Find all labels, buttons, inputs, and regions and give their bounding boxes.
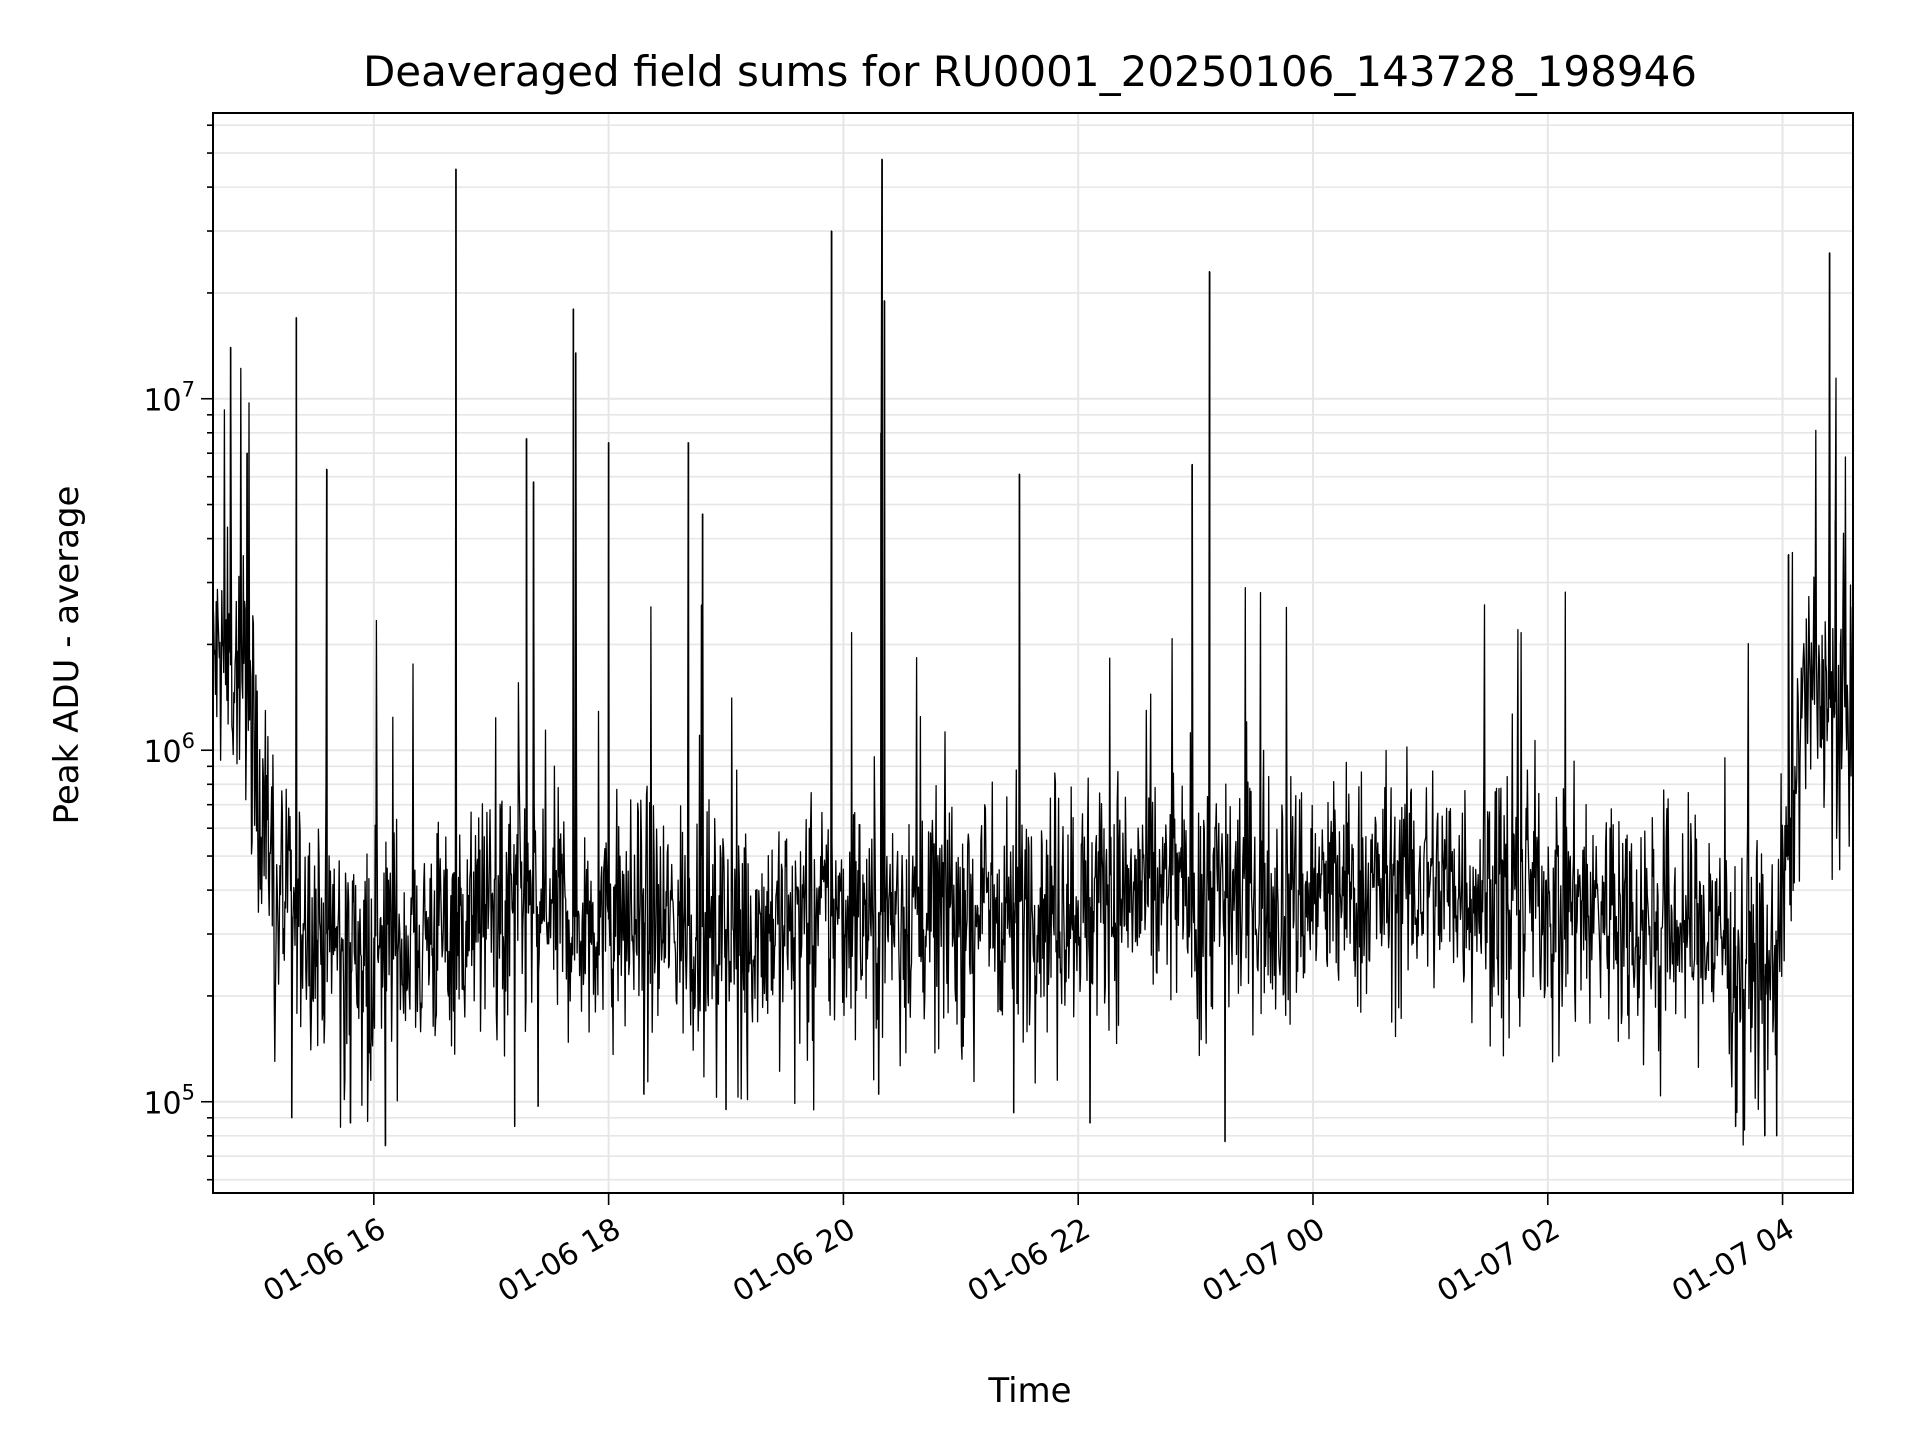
plot-area	[212, 112, 1854, 1194]
y-axis-label: Peak ADU - average	[47, 486, 87, 825]
y-tick-label: 107	[143, 378, 195, 419]
series-line	[212, 158, 1854, 1147]
data-series	[212, 158, 1854, 1147]
x-axis-label: Time	[987, 1371, 1071, 1411]
y-tick-label: 105	[143, 1081, 195, 1122]
y-tick-label: 106	[143, 729, 195, 770]
y-axis: 105 106 107	[143, 124, 213, 1181]
chart-title: Deaveraged field sums for RU0001_2025010…	[363, 47, 1697, 96]
